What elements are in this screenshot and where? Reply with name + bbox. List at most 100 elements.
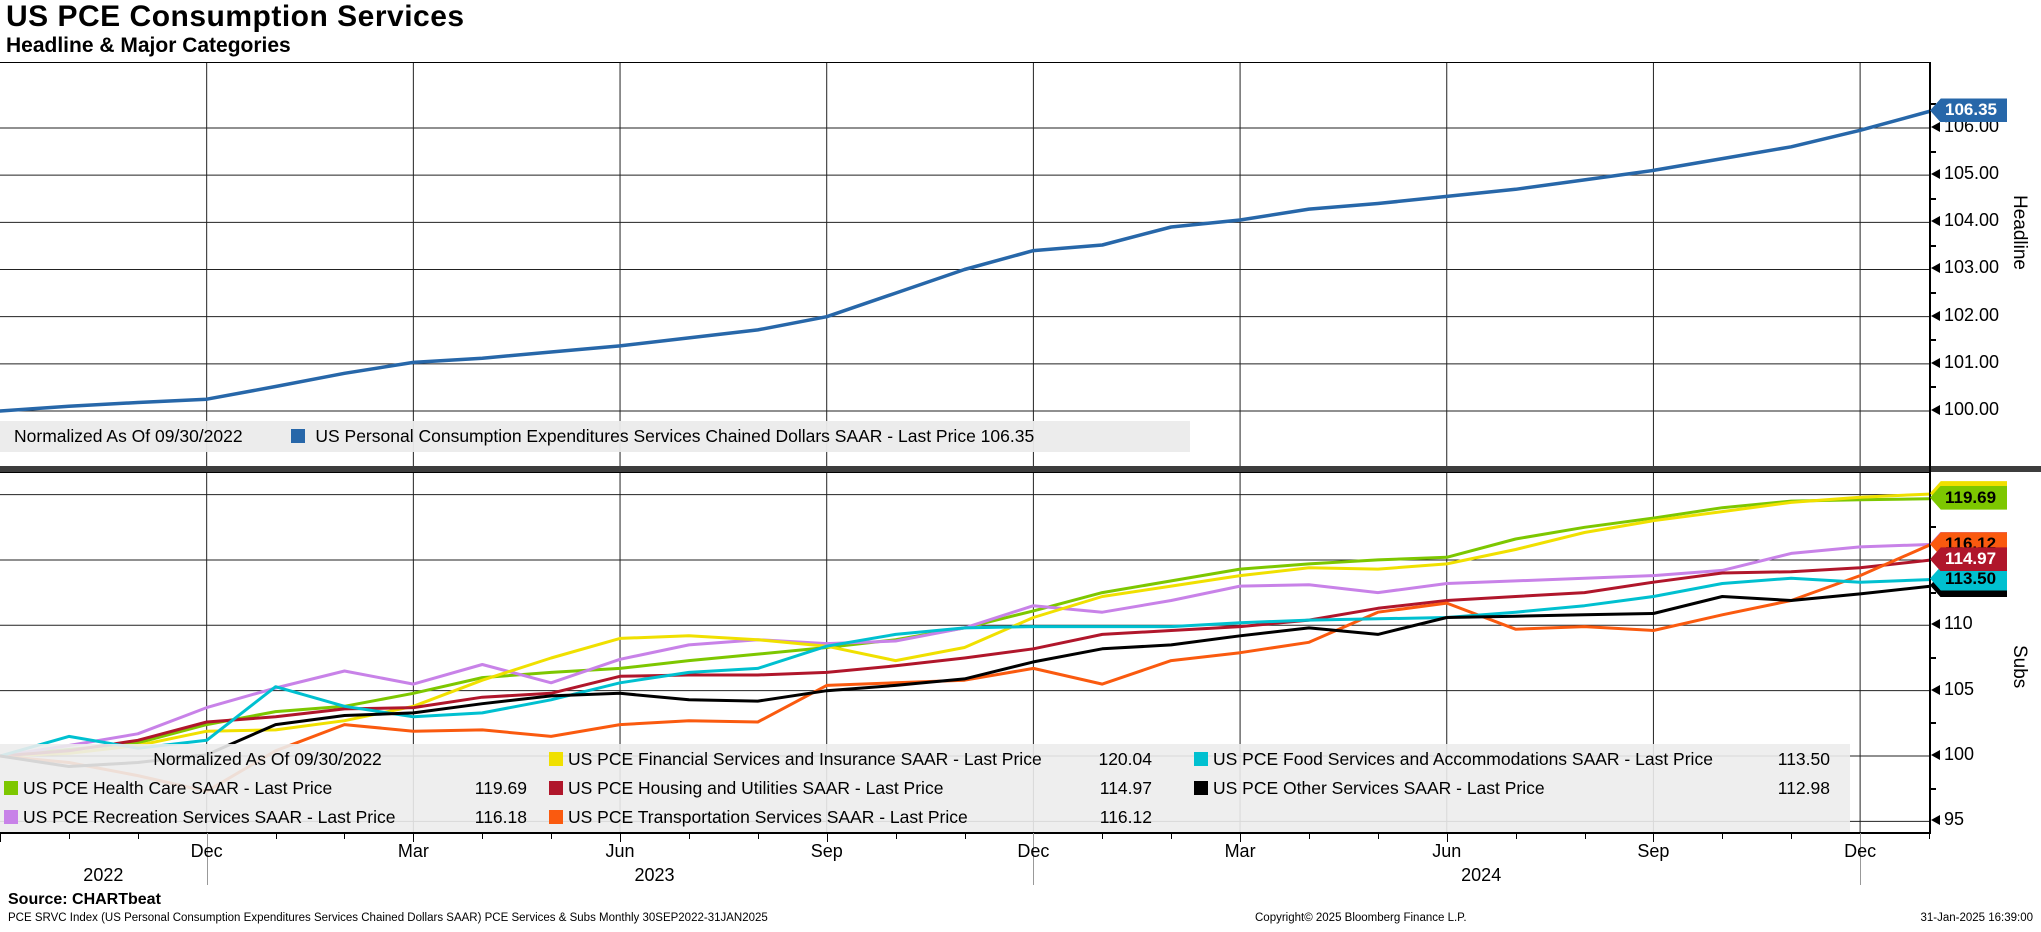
headline-series-swatch xyxy=(291,429,306,443)
subs-legend: Normalized As Of 09/30/2022 US PCE Health… xyxy=(0,744,1850,833)
axis-minor-tick xyxy=(1931,591,1936,594)
legend-entry: US PCE Other Services SAAR - Last Price 1… xyxy=(1190,774,1838,803)
legend-label: US PCE Financial Services and Insurance … xyxy=(568,749,1042,769)
axis-minor-tick xyxy=(1931,526,1936,529)
x-axis-tick xyxy=(757,833,759,839)
normalized-note: Normalized As Of 09/30/2022 xyxy=(14,426,243,446)
x-axis-line xyxy=(0,832,1931,834)
axis-tick-label: 110 xyxy=(1944,613,1973,634)
legend-swatch xyxy=(4,781,18,795)
series-line-financial xyxy=(0,492,1929,758)
axis-tick-arrow xyxy=(1931,121,1940,132)
legend-entry: US PCE Financial Services and Insurance … xyxy=(545,745,1160,774)
series-line-headline xyxy=(0,109,1929,413)
normalized-note: Normalized As Of 09/30/2022 xyxy=(153,749,382,769)
axis-minor-tick xyxy=(1931,787,1936,790)
x-axis-tick xyxy=(1377,833,1379,839)
axis-tick-label: 105 xyxy=(1944,678,1975,699)
headline-axis-title: Headline xyxy=(2009,195,2030,270)
legend-value: 116.12 xyxy=(1099,807,1152,827)
axis-tick-arrow xyxy=(1931,216,1940,227)
headline-panel: Normalized As Of 09/30/2022 US Personal … xyxy=(0,62,1929,468)
headline-chart xyxy=(0,63,1929,468)
axis-minor-tick xyxy=(1931,292,1936,295)
axis-tick-arrow xyxy=(1931,169,1940,180)
axis-minor-tick xyxy=(1931,103,1936,106)
footer-timestamp: 31-Jan-2025 16:39:00 xyxy=(1920,912,2033,924)
source-label: Source: CHARTbeat xyxy=(8,891,161,908)
axis-tick-label: 104.00 xyxy=(1944,210,2000,231)
x-axis-tick xyxy=(895,833,897,839)
legend-entry: US PCE Housing and Utilities SAAR - Last… xyxy=(545,774,1160,803)
last-price-badge: 114.97 xyxy=(1930,547,2007,572)
legend-entry: Normalized As Of 09/30/2022 xyxy=(0,745,535,774)
year-separator xyxy=(1033,833,1035,885)
x-axis-tick xyxy=(551,833,553,839)
footer-description: PCE SRVC Index (US Personal Consumption … xyxy=(8,912,768,924)
year-separator xyxy=(1860,833,1862,885)
axis-minor-tick xyxy=(1931,339,1936,342)
x-axis-tick xyxy=(1791,833,1793,839)
axis-tick-label: 95 xyxy=(1944,809,1965,830)
legend-entry: US PCE Health Care SAAR - Last Price 119.… xyxy=(0,774,535,803)
legend-label: US PCE Other Services SAAR - Last Price xyxy=(1213,778,1545,798)
legend-entry: US PCE Recreation Services SAAR - Last P… xyxy=(0,803,535,832)
x-axis-tick xyxy=(964,833,966,839)
x-axis-tick xyxy=(688,833,690,839)
x-axis-month-label: Sep xyxy=(1637,841,1670,861)
x-axis-tick xyxy=(413,833,415,842)
legend-value: 119.69 xyxy=(474,778,527,798)
footer-copyright: Copyright© 2025 Bloomberg Finance L.P. xyxy=(1255,912,1467,924)
legend-swatch xyxy=(1194,781,1208,795)
x-axis-month-label: Dec xyxy=(1017,841,1050,861)
x-axis-tick xyxy=(1240,833,1242,842)
legend-label: US PCE Recreation Services SAAR - Last P… xyxy=(23,807,396,827)
axis-tick-label: 105.00 xyxy=(1944,163,2000,184)
legend-swatch xyxy=(549,810,563,824)
headline-series-label: US Personal Consumption Expenditures Ser… xyxy=(315,426,1035,446)
axis-minor-tick xyxy=(1931,150,1936,153)
axis-tick-arrow xyxy=(1931,684,1940,695)
x-axis-tick xyxy=(1653,833,1655,842)
x-axis-tick xyxy=(344,833,346,839)
x-axis-tick xyxy=(1446,833,1448,842)
last-price-badge: 106.35 xyxy=(1930,98,2007,123)
x-axis-tick xyxy=(1515,833,1517,839)
axis-tick-arrow xyxy=(1931,405,1940,415)
x-axis: Dec Mar Jun Sep Dec Mar Jun Sep Dec 2022 2023 2024 xyxy=(0,833,1931,891)
x-axis-month-label: Sep xyxy=(810,841,843,861)
axis-tick-label: 103.00 xyxy=(1944,257,2000,278)
x-axis-tick xyxy=(0,833,1,842)
legend-label: US PCE Food Services and Accommodations … xyxy=(1213,749,1713,769)
x-axis-tick xyxy=(68,833,70,839)
x-axis-tick xyxy=(1308,833,1310,839)
subs-panel: Normalized As Of 09/30/2022 US PCE Health… xyxy=(0,472,1929,833)
axis-tick-label: 102.00 xyxy=(1944,304,2000,325)
x-axis-tick xyxy=(482,833,484,839)
x-axis-tick xyxy=(137,833,139,839)
axis-minor-tick xyxy=(1931,656,1936,659)
axis-tick-arrow xyxy=(1931,815,1940,826)
x-axis-tick xyxy=(1584,833,1586,839)
axis-tick-label: 100.00 xyxy=(1944,399,2000,419)
x-axis-month-label: Dec xyxy=(190,841,223,861)
legend-value: 116.18 xyxy=(474,807,527,827)
axis-tick-arrow xyxy=(1931,263,1940,274)
legend-swatch xyxy=(4,810,18,824)
axis-tick-arrow xyxy=(1931,310,1940,321)
x-axis-month-label: Mar xyxy=(397,841,429,861)
axis-tick-arrow xyxy=(1931,619,1940,630)
axis-tick-arrow xyxy=(1931,357,1940,368)
x-axis-tick xyxy=(1102,833,1104,839)
legend-value: 113.50 xyxy=(1777,749,1830,769)
legend-value: 120.04 xyxy=(1098,749,1152,769)
x-axis-tick xyxy=(826,833,828,842)
legend-entry: US PCE Food Services and Accommodations … xyxy=(1190,745,1838,774)
legend-label: US PCE Transportation Services SAAR - La… xyxy=(568,807,968,827)
year-separator xyxy=(206,833,208,885)
x-axis-tick xyxy=(1722,833,1724,839)
legend-swatch xyxy=(549,781,563,795)
axis-tick-arrow xyxy=(1931,750,1940,760)
headline-legend: Normalized As Of 09/30/2022 US Personal … xyxy=(0,421,1190,452)
